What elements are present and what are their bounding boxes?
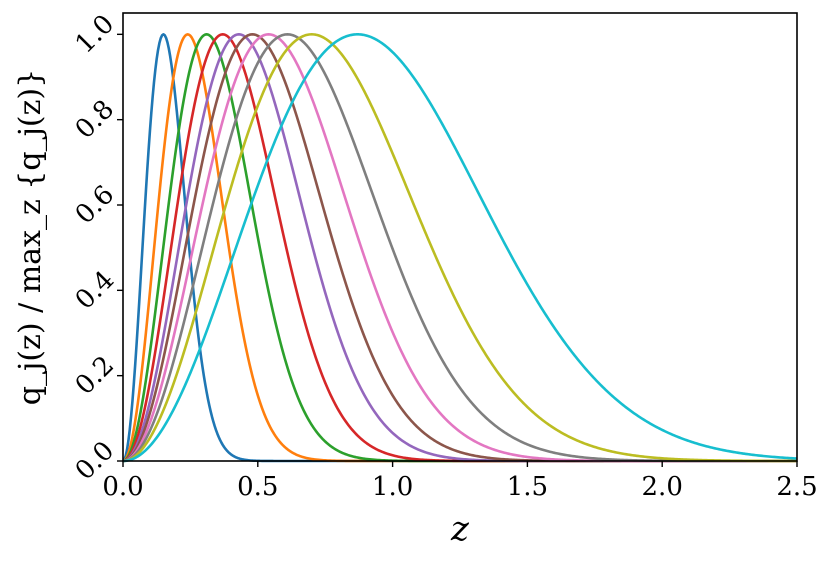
series-curve-2 bbox=[122, 33, 797, 463]
y-tick-label: 0.6 bbox=[70, 180, 120, 230]
series-curve-9 bbox=[122, 33, 797, 463]
series-curve-6 bbox=[122, 33, 797, 463]
series-curve-5 bbox=[122, 33, 797, 463]
y-tick-label: 0.4 bbox=[70, 265, 120, 315]
plot-area-frame bbox=[122, 12, 798, 462]
series-curve-3 bbox=[122, 33, 797, 463]
x-tick-label: 1.0 bbox=[372, 472, 413, 502]
y-tick-label: 0.2 bbox=[70, 350, 120, 400]
series-curve-7 bbox=[122, 33, 797, 463]
y-axis-ticks: 0.00.20.40.60.81.0 bbox=[70, 9, 123, 486]
x-tick-label: 0.5 bbox=[237, 472, 278, 502]
y-axis-label: q_j(z) / max_z {q_j(z)} bbox=[13, 69, 48, 405]
y-tick-label: 0.8 bbox=[70, 94, 120, 144]
y-tick-label: 1.0 bbox=[70, 9, 120, 59]
series-curve-4 bbox=[122, 33, 797, 463]
series-curve-1 bbox=[122, 33, 797, 463]
series-curve-8 bbox=[122, 33, 797, 463]
x-tick-label: 2.5 bbox=[776, 472, 817, 502]
x-tick-label: 2.0 bbox=[642, 472, 683, 502]
x-tick-label: 1.5 bbox=[507, 472, 548, 502]
x-axis-label: z bbox=[450, 509, 470, 549]
series-curves bbox=[122, 33, 798, 463]
x-axis-ticks: 0.0 0.5 1.0 1.5 2.0 2.5 bbox=[102, 461, 818, 502]
x-tick-label: 0.0 bbox=[102, 472, 143, 502]
series-curve-10 bbox=[122, 33, 798, 463]
